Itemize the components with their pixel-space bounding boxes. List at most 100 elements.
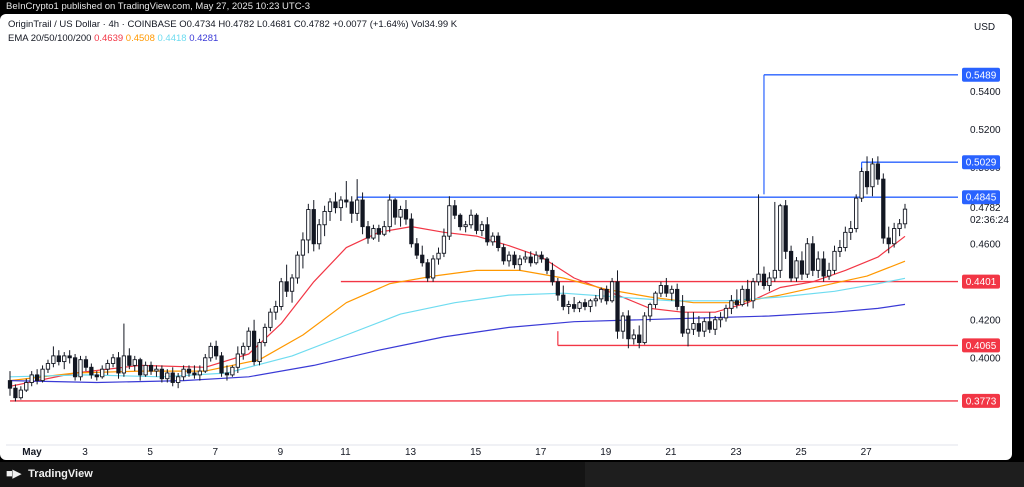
candle[interactable] <box>761 266 767 290</box>
candle[interactable] <box>159 365 165 383</box>
candle[interactable] <box>398 205 403 227</box>
candle[interactable] <box>387 194 392 233</box>
candle[interactable] <box>425 258 430 282</box>
candle[interactable] <box>295 251 300 284</box>
candle[interactable] <box>230 365 235 377</box>
candle[interactable] <box>94 371 99 381</box>
candle[interactable] <box>767 272 772 292</box>
candle[interactable] <box>691 312 696 335</box>
candle[interactable] <box>371 224 376 240</box>
candle[interactable] <box>550 262 555 286</box>
candle[interactable] <box>653 291 658 309</box>
candle[interactable] <box>284 264 289 297</box>
candle[interactable] <box>78 355 83 381</box>
candle[interactable] <box>886 226 891 254</box>
candle[interactable] <box>268 308 273 332</box>
candle[interactable] <box>637 325 642 349</box>
candle[interactable] <box>197 365 202 381</box>
candle[interactable] <box>512 251 517 269</box>
candle[interactable] <box>246 327 251 351</box>
candle[interactable] <box>463 220 468 233</box>
candle[interactable] <box>100 365 105 379</box>
candle[interactable] <box>582 298 588 311</box>
candle[interactable] <box>626 310 631 349</box>
candle[interactable] <box>45 359 51 373</box>
candle[interactable] <box>403 200 409 225</box>
candle[interactable] <box>62 352 67 370</box>
candle[interactable] <box>170 367 175 387</box>
candle[interactable] <box>116 352 121 379</box>
price-chart[interactable]: May 3 5 7 9 11 13 15 17 19 21 23 25 27 0.4000 0.4200 0.4… <box>0 14 1012 460</box>
candle[interactable] <box>24 378 29 392</box>
candle[interactable] <box>420 245 425 267</box>
candle[interactable] <box>56 350 61 366</box>
candle[interactable] <box>121 323 127 377</box>
candle[interactable] <box>235 346 240 373</box>
candle[interactable] <box>176 372 181 389</box>
candle[interactable] <box>376 224 381 242</box>
candle[interactable] <box>110 353 116 368</box>
candle[interactable] <box>382 220 387 237</box>
candle[interactable] <box>203 353 208 373</box>
candle[interactable] <box>696 315 702 337</box>
candle[interactable] <box>18 386 23 400</box>
candle[interactable] <box>599 287 604 303</box>
candle[interactable] <box>685 312 691 347</box>
candle[interactable] <box>208 342 213 362</box>
candle[interactable] <box>615 270 620 339</box>
candle[interactable] <box>468 209 474 229</box>
candle[interactable] <box>192 365 197 379</box>
candle[interactable] <box>311 200 316 252</box>
candle[interactable] <box>723 304 729 322</box>
candle[interactable] <box>588 298 593 313</box>
candle[interactable] <box>279 277 284 311</box>
candle[interactable] <box>571 296 577 313</box>
candle[interactable] <box>680 295 685 337</box>
candle[interactable] <box>355 179 360 221</box>
candle[interactable] <box>783 200 788 259</box>
candle[interactable] <box>506 251 512 267</box>
candle[interactable] <box>642 312 647 345</box>
candle[interactable] <box>344 181 349 208</box>
candle[interactable] <box>333 192 338 214</box>
candle[interactable] <box>34 369 40 385</box>
candle[interactable] <box>864 156 870 195</box>
candle[interactable] <box>561 285 566 311</box>
candle[interactable] <box>181 365 186 381</box>
candle[interactable] <box>805 238 810 278</box>
candle[interactable] <box>257 338 262 366</box>
candle[interactable] <box>241 342 246 360</box>
candle[interactable] <box>593 295 598 307</box>
candle[interactable] <box>186 365 192 377</box>
candle[interactable] <box>306 203 311 254</box>
candle[interactable] <box>892 222 897 248</box>
candle[interactable] <box>620 312 626 339</box>
candle[interactable] <box>414 238 419 259</box>
candle[interactable] <box>72 353 78 381</box>
candle[interactable] <box>816 251 821 278</box>
candle[interactable] <box>300 232 306 269</box>
candle[interactable] <box>658 281 664 297</box>
candle[interactable] <box>148 361 154 375</box>
candle[interactable] <box>29 371 34 387</box>
candle[interactable] <box>338 196 344 221</box>
candle[interactable] <box>273 300 278 320</box>
candle[interactable] <box>40 365 45 383</box>
candle[interactable] <box>479 220 485 237</box>
candle[interactable] <box>555 277 560 301</box>
candle[interactable] <box>647 302 653 322</box>
candle[interactable] <box>262 323 268 347</box>
candle[interactable] <box>289 274 295 303</box>
candle[interactable] <box>251 319 257 366</box>
candle[interactable] <box>577 300 582 313</box>
candle[interactable] <box>213 340 219 360</box>
candle[interactable] <box>132 355 137 372</box>
candle[interactable] <box>105 359 110 375</box>
candle[interactable] <box>528 251 533 267</box>
candle[interactable] <box>219 352 224 377</box>
candle[interactable] <box>821 251 826 282</box>
candle[interactable] <box>165 369 170 383</box>
candle[interactable] <box>534 251 539 265</box>
tradingview-logo[interactable]: ■▶ TradingView <box>6 467 93 480</box>
candle[interactable] <box>430 255 436 282</box>
